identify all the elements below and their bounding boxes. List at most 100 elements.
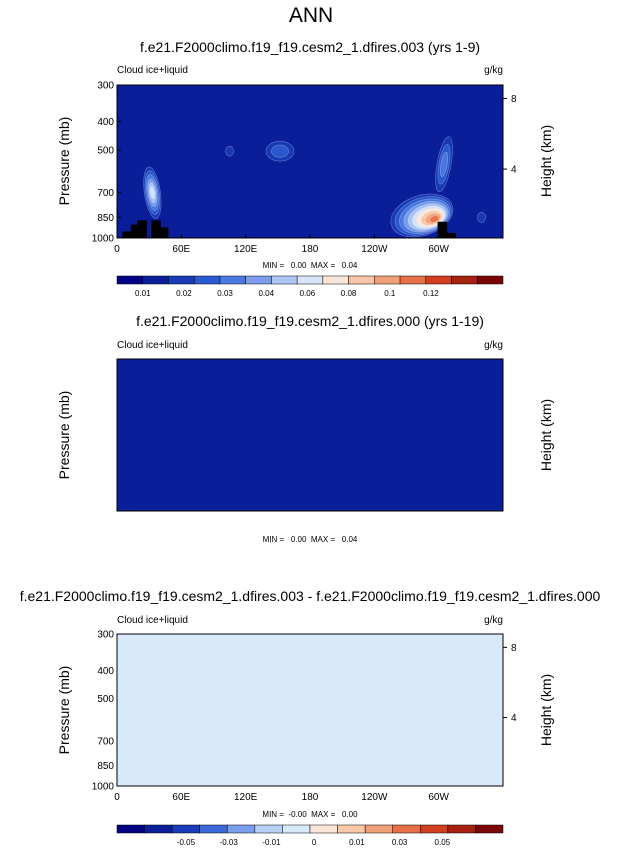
units-label: g/kg: [484, 615, 503, 626]
colorbar-swatch: [227, 824, 256, 834]
contour-feature: [477, 212, 486, 223]
plot-area: [117, 359, 503, 511]
colorbar-swatch: [322, 275, 349, 285]
colorbar-label: 0.01: [349, 838, 365, 847]
colorbar-swatch: [144, 824, 173, 834]
y-tick-label: 500: [97, 145, 114, 156]
y-tick-label: 850: [97, 761, 114, 772]
x-tick-label: 180: [302, 244, 319, 255]
y-tick-label: 850: [97, 213, 114, 224]
colorbar-swatch: [374, 275, 401, 285]
x-tick-label: 60E: [172, 792, 190, 803]
variable-label: Cloud ice+liquid: [117, 340, 188, 351]
colorbar-label: 0.03: [217, 289, 233, 298]
y-tick-label: 1000: [92, 782, 115, 793]
colorbar-swatch: [116, 824, 145, 834]
colorbar-swatch: [425, 275, 452, 285]
min-max-text: MIN = 0.00 MAX = 0.04: [263, 261, 358, 270]
colorbar-label: 0.03: [392, 838, 408, 847]
y-tick-label: 1000: [92, 234, 115, 245]
colorbar-label: -0.01: [262, 838, 281, 847]
colorbar-swatch: [245, 275, 272, 285]
right-tick-label: 8: [511, 94, 517, 105]
y-tick-label: 400: [97, 117, 114, 128]
panel-1: f.e21.F2000climo.f19_f19.cesm2_1.dfires.…: [56, 39, 554, 298]
colorbar-swatch: [447, 824, 476, 834]
topography-block: [137, 220, 147, 238]
right-tick-label: 4: [511, 713, 517, 724]
colorbar-label: 0.01: [135, 289, 151, 298]
colorbar-swatch: [337, 824, 366, 834]
contour-level: [429, 215, 440, 223]
topography-block: [446, 232, 456, 238]
units-label: g/kg: [484, 340, 503, 351]
colorbar-label: -0.03: [220, 838, 239, 847]
colorbar-swatch: [199, 824, 228, 834]
colorbar-swatch: [399, 275, 427, 285]
x-tick-label: 0: [114, 792, 120, 803]
field-background: [117, 634, 503, 786]
colorbar-swatch: [219, 275, 246, 285]
colorbar-swatch: [364, 824, 393, 834]
panel-title: f.e21.F2000climo.f19_f19.cesm2_1.dfires.…: [136, 313, 484, 329]
colorbar-swatch: [451, 275, 478, 285]
colorbar-swatch: [168, 275, 195, 285]
colorbar-swatch: [475, 824, 504, 834]
right-axis-label: Height (km): [538, 399, 554, 471]
colorbar: -0.05 -0.03 -0.01 0 0.01 0.03 0.05: [116, 824, 504, 847]
colorbar-swatch: [392, 824, 421, 834]
contour-level: [477, 212, 486, 223]
x-tick-label: 120W: [361, 244, 388, 255]
contour-feature: [265, 140, 295, 162]
variable-label: Cloud ice+liquid: [117, 615, 188, 626]
y-axis-label: Pressure (mb): [56, 666, 72, 755]
colorbar-swatch: [193, 275, 221, 285]
contour-feature: [143, 166, 162, 219]
colorbar-label: 0.04: [258, 289, 274, 298]
colorbar-swatch: [116, 275, 143, 285]
colorbar-swatch: [477, 275, 504, 285]
right-tick-label: 4: [511, 165, 517, 176]
colorbar-swatch: [282, 824, 311, 834]
colorbar-label: 0.12: [423, 289, 439, 298]
right-axis-label: Height (km): [538, 674, 554, 746]
variable-label: Cloud ice+liquid: [117, 65, 188, 76]
right-tick-label: 8: [511, 643, 517, 654]
x-tick-label: 120E: [234, 244, 258, 255]
contour-level: [271, 144, 289, 158]
contour-level: [225, 145, 234, 157]
colorbar-label: 0.06: [300, 289, 316, 298]
colorbar-swatch: [254, 824, 283, 834]
plot-frame: [116, 358, 504, 512]
topography-block: [151, 220, 161, 238]
right-axis-label: Height (km): [538, 125, 554, 197]
topography-block: [130, 224, 141, 238]
topography-block: [122, 231, 132, 238]
colorbar-label: 0: [312, 838, 317, 847]
y-tick-label: 500: [97, 694, 114, 705]
colorbar-label: 0.08: [341, 289, 357, 298]
panel-2: f.e21.F2000climo.f19_f19.cesm2_1.dfires.…: [56, 313, 554, 847]
y-tick-label: 400: [97, 666, 114, 677]
colorbar-swatch: [309, 824, 338, 834]
x-tick-label: 60W: [428, 792, 449, 803]
plot-frame: [116, 633, 504, 787]
min-max-text: MIN = -0.00 MAX = 0.00: [262, 810, 358, 819]
plot-area: [117, 634, 503, 786]
y-tick-label: 700: [97, 736, 114, 747]
colorbar-label: 0.05: [435, 838, 451, 847]
topography-block: [437, 221, 448, 238]
units-label: g/kg: [484, 65, 503, 76]
panel-title: f.e21.F2000climo.f19_f19.cesm2_1.dfires.…: [20, 588, 601, 604]
colorbar-swatch: [296, 275, 324, 285]
topography-block: [158, 227, 169, 238]
panel-title: f.e21.F2000climo.f19_f19.cesm2_1.dfires.…: [140, 39, 480, 55]
x-tick-label: 60W: [428, 244, 449, 255]
x-tick-label: 0: [114, 244, 120, 255]
colorbar-label: 0.02: [176, 289, 192, 298]
y-tick-label: 700: [97, 188, 114, 199]
contour-feature: [225, 145, 234, 157]
colorbar-swatch: [142, 275, 169, 285]
y-tick-label: 300: [97, 81, 114, 92]
